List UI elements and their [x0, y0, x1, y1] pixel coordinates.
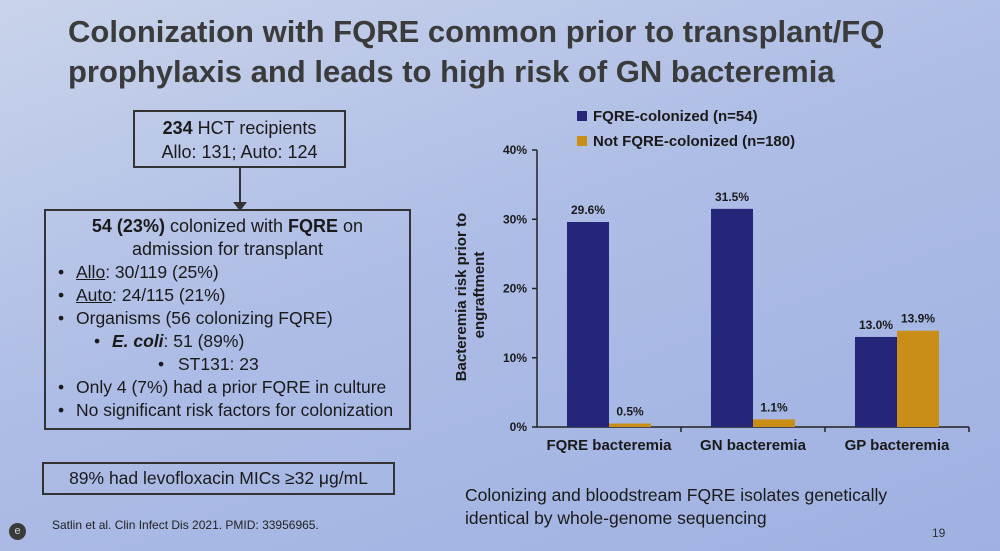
page-number: 19 — [932, 526, 946, 540]
bar-colonized — [855, 336, 897, 427]
colonization-headline-2: admission for transplant — [131, 239, 324, 259]
flow-arrow-line — [239, 168, 241, 206]
bullet-risk-factors: • No significant risk factors for coloniz… — [54, 399, 401, 422]
mic-box: 89% had levofloxacin MICs ≥32 μg/mL — [42, 462, 395, 495]
recipients-box: 234 HCT recipients Allo: 131; Auto: 124 — [133, 110, 346, 168]
recipients-line-1: 234 HCT recipients — [135, 116, 344, 140]
bullet-st131: • ST131: 23 — [54, 353, 401, 376]
chart-axes: 0% 10% 20% 30% 40% FQRE bacteremia GN bacterem… — [503, 143, 970, 454]
logo-icon: e — [9, 523, 26, 540]
bar-not-colonized — [897, 330, 939, 427]
recipients-line-2: Allo: 131; Auto: 124 — [161, 142, 318, 162]
recipients-count: 234 — [162, 118, 193, 138]
y-axis-label-line-2: engraftment — [471, 252, 488, 339]
headline-end: on — [338, 216, 364, 236]
caption-line-1: Colonizing and bloodstream FQRE isolates… — [465, 485, 888, 505]
legend-label: FQRE-colonized (n=54) — [593, 108, 758, 125]
bar-not-colonized — [753, 419, 795, 427]
caption-line-2: identical by whole-genome sequencing — [465, 508, 767, 528]
legend-label: Not FQRE-colonized (n=180) — [593, 133, 795, 150]
title-line-2: prophylaxis and leads to high risk of GN… — [68, 54, 835, 89]
bullet-dot: • — [58, 377, 65, 397]
bar-chart: FQRE-colonized (n=54) Not FQRE-colonized … — [453, 108, 970, 454]
data-label: 13.0% — [859, 318, 893, 332]
flow-arrowhead — [233, 202, 247, 211]
fqre-term: FQRE — [288, 216, 339, 236]
auto-value: : 24/115 (21%) — [112, 285, 226, 305]
y-tick-label: 10% — [503, 351, 527, 365]
chart-legend: FQRE-colonized (n=54) Not FQRE-colonized … — [577, 108, 795, 150]
allo-value: : 30/119 (25%) — [105, 262, 219, 282]
bullet-dot: • — [58, 262, 65, 282]
data-label: 31.5% — [715, 190, 749, 204]
y-tick-label: 40% — [503, 143, 527, 157]
bullet-ecoli: • E. coli: 51 (89%) — [54, 330, 401, 353]
colonized-count: 54 (23%) — [91, 216, 165, 236]
data-label: 0.5% — [616, 405, 644, 419]
y-tick-label: 0% — [510, 420, 528, 434]
bullet-organisms: • Organisms (56 colonizing FQRE) — [54, 307, 401, 330]
data-label: 13.9% — [901, 312, 935, 326]
ecoli-label: E. coli — [112, 331, 164, 351]
y-axis-label: Bacteremia risk prior to engraftment — [453, 209, 488, 382]
ecoli-value: : 51 (89%) — [163, 331, 245, 351]
y-tick-label: 20% — [503, 282, 527, 296]
bullet-dot: • — [58, 400, 65, 420]
headline-mid: colonized with — [164, 216, 289, 236]
bullet-dot: • — [58, 308, 65, 328]
prior-fqre-text: Only 4 (7%) had a prior FQRE in culture — [76, 377, 387, 397]
risk-factors-text: No significant risk factors for coloniza… — [76, 400, 394, 420]
bar-colonized — [567, 222, 609, 427]
auto-label: Auto — [76, 285, 112, 305]
x-tick-label: GP bacteremia — [845, 437, 950, 454]
bullet-dot: • — [158, 354, 165, 374]
data-label: 1.1% — [760, 400, 788, 414]
chart-caption: Colonizing and bloodstream FQRE isolates… — [465, 484, 965, 530]
bar-colonized — [711, 208, 753, 427]
legend-swatch — [577, 111, 587, 121]
st131-text: ST131: 23 — [178, 354, 259, 374]
colonization-headline: 54 (23%) colonized with FQRE on — [54, 215, 401, 238]
x-tick-label: GN bacteremia — [700, 437, 807, 454]
bullet-dot: • — [58, 285, 65, 305]
bar-not-colonized — [609, 423, 651, 427]
bullet-prior-fqre: • Only 4 (7%) had a prior FQRE in culture — [54, 376, 401, 399]
citation: Satlin et al. Clin Infect Dis 2021. PMID… — [52, 518, 319, 532]
y-axis-label-line-1: Bacteremia risk prior to — [453, 213, 470, 381]
x-tick-label: FQRE bacteremia — [546, 437, 672, 454]
chart-bars: 29.6% 0.5% 31.5% 1.1% 13.0% 13.9% — [567, 190, 939, 427]
bullet-dot: • — [94, 331, 101, 351]
bullet-auto: • Auto: 24/115 (21%) — [54, 284, 401, 307]
legend-swatch — [577, 136, 587, 146]
slide-title: Colonization with FQRE common prior to t… — [68, 12, 968, 92]
organisms-text: Organisms (56 colonizing FQRE) — [76, 308, 333, 328]
data-label: 29.6% — [571, 203, 605, 217]
y-tick-label: 30% — [503, 212, 527, 226]
title-line-1: Colonization with FQRE common prior to t… — [68, 14, 885, 49]
bullet-allo: • Allo: 30/119 (25%) — [54, 261, 401, 284]
allo-label: Allo — [76, 262, 106, 282]
colonization-box: 54 (23%) colonized with FQRE on admissio… — [44, 209, 411, 430]
recipients-label: HCT recipients — [192, 118, 317, 138]
